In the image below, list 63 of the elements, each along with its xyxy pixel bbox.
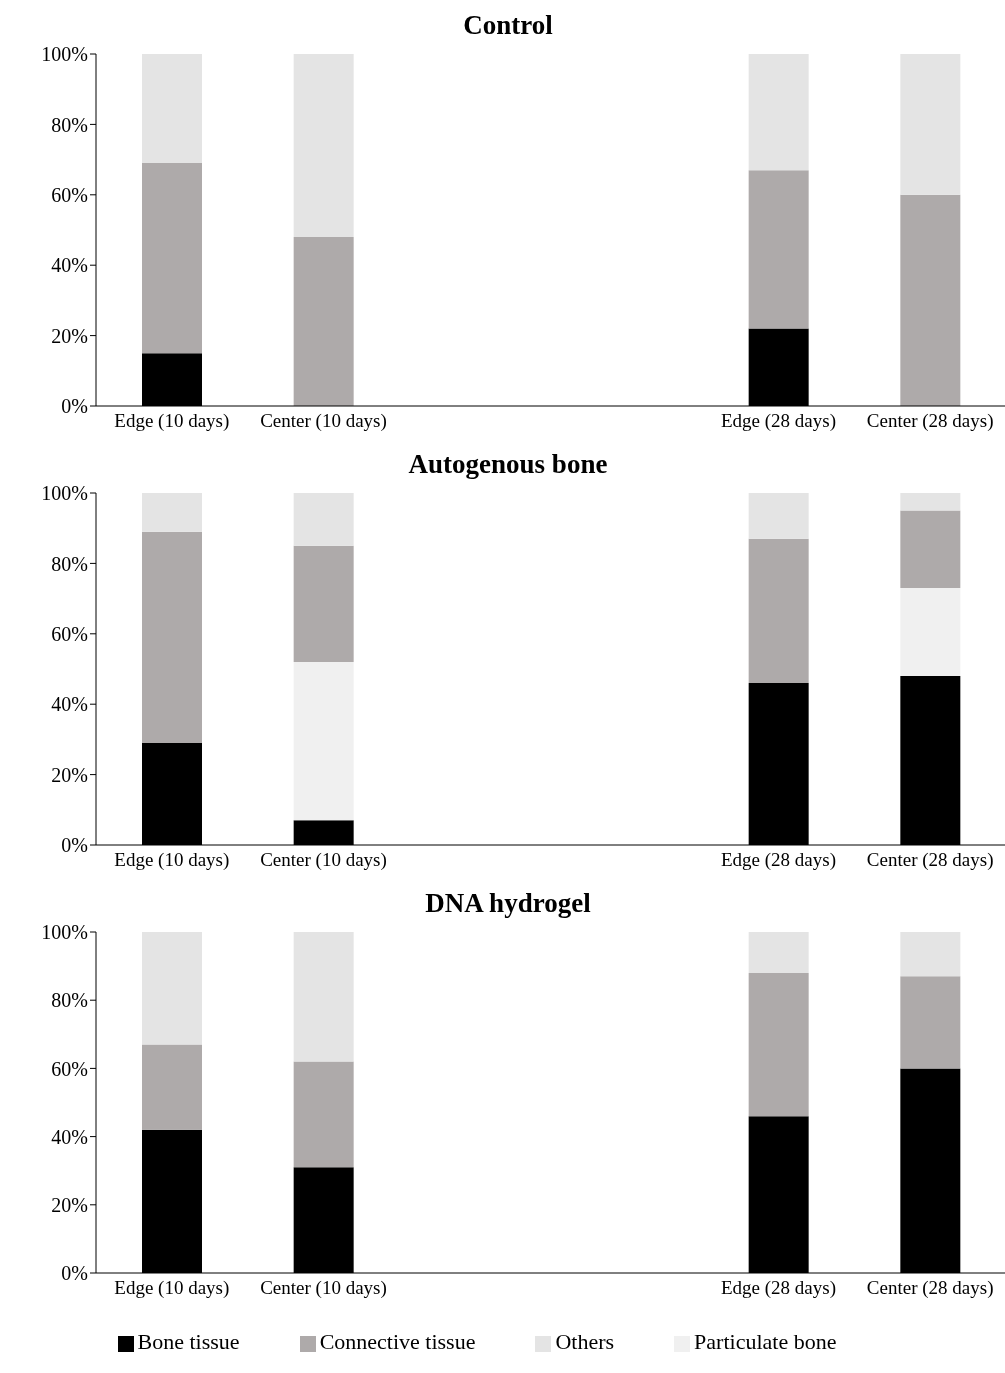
bar xyxy=(142,1044,202,1130)
x-tick-label: Center (28 days) xyxy=(866,849,994,872)
bar xyxy=(293,932,354,1062)
bar xyxy=(293,54,354,238)
bar xyxy=(293,493,354,546)
bar xyxy=(900,510,961,589)
bar xyxy=(142,163,202,354)
bar xyxy=(293,237,354,406)
legend-label: Particulate bone xyxy=(694,1329,837,1354)
bar xyxy=(900,976,961,1069)
bar xyxy=(748,972,809,1117)
x-tick-label: Center (28 days) xyxy=(866,410,994,433)
y-tick-label: 40% xyxy=(51,1125,88,1148)
bar xyxy=(748,538,809,684)
y-tick-label: 20% xyxy=(51,324,88,347)
x-tick-label: Edge (28 days) xyxy=(720,849,837,872)
x-tick-label: Edge (10 days) xyxy=(114,849,230,872)
bar xyxy=(900,54,961,195)
y-tick-label: 0% xyxy=(61,395,88,418)
bar xyxy=(748,170,809,329)
y-tick-label: 80% xyxy=(51,552,88,575)
legend-label: Bone tissue xyxy=(137,1329,240,1354)
y-tick-label: 60% xyxy=(51,183,88,206)
y-tick-label: 100% xyxy=(41,43,88,66)
bar xyxy=(142,531,202,743)
y-tick-label: 40% xyxy=(51,693,88,716)
y-tick-label: 80% xyxy=(51,113,88,136)
y-tick-label: 0% xyxy=(61,834,88,857)
bar xyxy=(142,54,202,164)
y-tick-label: 0% xyxy=(61,1262,88,1285)
x-tick-label: Center (28 days) xyxy=(866,1277,994,1300)
bar xyxy=(142,493,202,532)
bar xyxy=(748,493,809,539)
chart-title: DNA hydrogel xyxy=(424,887,592,920)
bar xyxy=(748,932,809,973)
y-tick-label: 100% xyxy=(41,921,88,944)
chart-title: Control xyxy=(462,9,554,42)
y-tick-label: 100% xyxy=(41,482,88,505)
x-tick-label: Center (10 days) xyxy=(260,849,387,872)
y-tick-label: 60% xyxy=(51,1057,88,1080)
x-tick-label: Center (10 days) xyxy=(260,410,387,433)
y-tick-label: 80% xyxy=(51,989,88,1012)
bar xyxy=(293,1061,354,1168)
legend-label: Connective tissue xyxy=(319,1329,476,1354)
x-tick-label: Edge (10 days) xyxy=(114,1277,230,1300)
bar xyxy=(293,545,354,662)
legend-label: Others xyxy=(555,1329,615,1354)
bar xyxy=(142,932,202,1045)
x-tick-label: Edge (28 days) xyxy=(720,410,837,433)
chart-title: Autogenous bone xyxy=(407,448,609,481)
bar xyxy=(293,661,354,821)
x-tick-label: Edge (28 days) xyxy=(720,1277,837,1300)
y-tick-label: 20% xyxy=(51,1193,88,1216)
x-tick-label: Center (10 days) xyxy=(260,1277,387,1300)
bar xyxy=(900,588,961,677)
y-tick-label: 60% xyxy=(51,622,88,645)
bar xyxy=(900,194,961,406)
x-tick-label: Edge (10 days) xyxy=(114,410,230,433)
bar xyxy=(748,54,809,171)
y-tick-label: 20% xyxy=(51,763,88,786)
bar xyxy=(900,493,961,511)
y-tick-label: 40% xyxy=(51,254,88,277)
bar xyxy=(900,932,961,977)
